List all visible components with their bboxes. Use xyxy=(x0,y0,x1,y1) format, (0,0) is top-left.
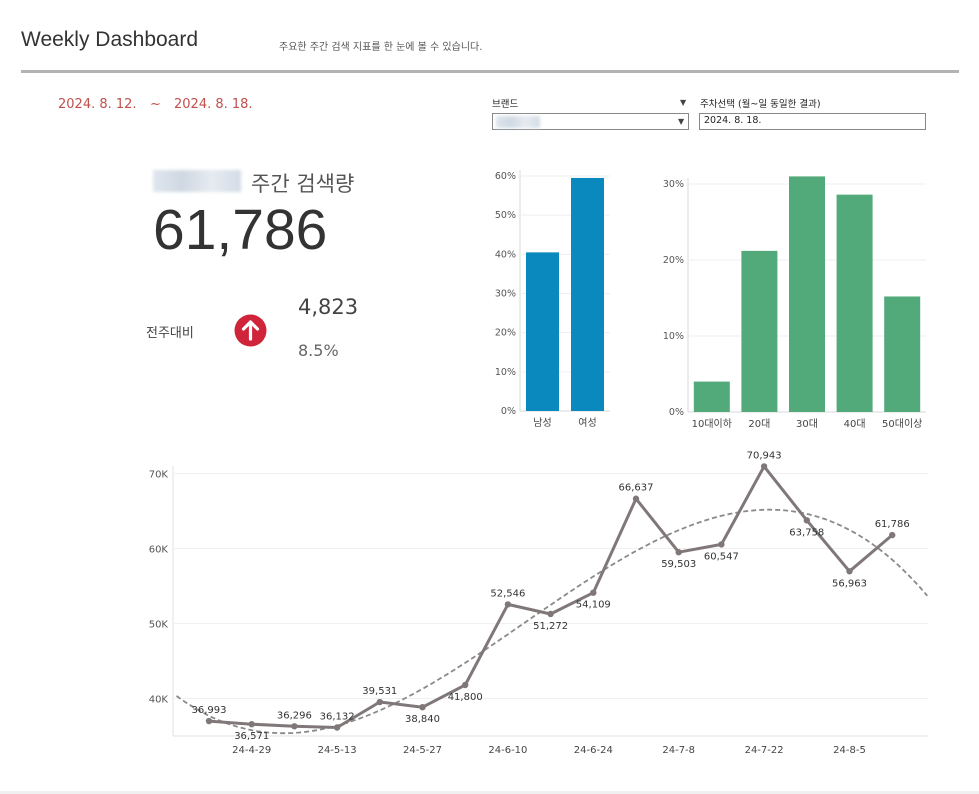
y-tick-label: 40K xyxy=(149,695,169,706)
data-label: 36,296 xyxy=(277,710,312,721)
data-label: 66,637 xyxy=(619,483,654,494)
data-point xyxy=(248,721,255,728)
y-tick-label: 60% xyxy=(495,171,516,182)
gender-bar-chart: 0% 10% 20% 30% 40% 50% 60% 남성 여성 xyxy=(495,170,610,429)
y-tick-label: 10% xyxy=(663,331,684,342)
chevron-down-icon[interactable]: ▼ xyxy=(678,117,685,126)
x-tick-label: 24-5-27 xyxy=(403,745,442,756)
y-tick-label: 50K xyxy=(149,620,169,631)
data-label: 51,272 xyxy=(533,621,568,632)
data-point xyxy=(889,531,896,539)
x-tick-label: 50대이상 xyxy=(882,418,922,430)
page-title: Weekly Dashboard xyxy=(21,28,199,51)
age-bar-chart: 0% 10% 20% 30% 10대이하 20대 30대 40대 50대이상 xyxy=(663,176,926,430)
x-tick-label: 24-5-13 xyxy=(318,745,357,756)
date-separator: ~ xyxy=(150,97,161,112)
data-label: 36,993 xyxy=(192,705,227,716)
kpi-label: 주간 검색량 xyxy=(251,172,355,196)
bar xyxy=(526,252,559,411)
data-point xyxy=(419,704,426,711)
data-point xyxy=(632,495,640,502)
data-point xyxy=(333,724,341,731)
y-tick-label: 60K xyxy=(149,545,169,556)
brand-filter-menu-icon[interactable]: ▼ xyxy=(680,98,687,107)
brand-select[interactable]: ▼ xyxy=(492,113,689,130)
week-select-value: 2024. 8. 18. xyxy=(704,115,762,126)
data-point xyxy=(462,681,469,689)
x-tick-label: 여성 xyxy=(578,417,596,429)
brand-masked-name xyxy=(153,170,241,192)
data-point xyxy=(376,698,383,706)
x-tick-label: 40대 xyxy=(844,418,866,430)
data-label: 39,531 xyxy=(362,686,397,697)
y-tick-label: 70K xyxy=(149,470,169,481)
date-end: 2024. 8. 18. xyxy=(174,97,253,112)
y-tick-label: 50% xyxy=(495,210,516,221)
x-tick-label: 30대 xyxy=(796,418,818,430)
data-label: 59,503 xyxy=(661,559,696,570)
delta-percent: 8.5% xyxy=(298,341,339,360)
data-label: 38,840 xyxy=(405,714,440,725)
brand-masked-value xyxy=(496,116,540,128)
data-label: 52,546 xyxy=(490,588,525,599)
bar xyxy=(789,176,825,412)
data-point xyxy=(504,601,512,608)
x-tick-label: 남성 xyxy=(533,417,551,429)
bar xyxy=(571,177,604,411)
x-tick-label: 24-6-10 xyxy=(488,745,527,756)
y-tick-label: 30% xyxy=(495,289,516,300)
bar xyxy=(693,381,730,412)
bar xyxy=(741,250,778,412)
y-tick-label: 20% xyxy=(495,328,516,339)
delta-absolute: 4,823 xyxy=(298,295,359,319)
arrow-up-icon xyxy=(234,314,267,347)
page-subtitle: 주요한 주간 검색 지표를 한 눈에 볼 수 있습니다. xyxy=(279,42,483,53)
week-select[interactable]: 2024. 8. 18. xyxy=(699,113,926,130)
y-tick-label: 30% xyxy=(663,179,684,190)
data-point xyxy=(590,589,597,596)
wow-label: 전주대비 xyxy=(146,326,194,341)
x-tick-label: 24-7-22 xyxy=(745,745,784,756)
data-point xyxy=(291,723,298,730)
date-start: 2024. 8. 12. xyxy=(58,97,137,112)
x-tick-label: 24-7-8 xyxy=(662,745,695,756)
data-point xyxy=(547,610,554,618)
x-tick-label: 10대이하 xyxy=(692,417,732,430)
y-tick-label: 20% xyxy=(663,255,684,266)
data-label: 60,547 xyxy=(704,551,739,562)
weekly-line-chart: 40K 50K 60K 70K 24-4-29 24-5-13 24-5-27 24-6-10… xyxy=(149,450,928,756)
data-label: 56,963 xyxy=(832,578,867,589)
brand-filter-label: 브랜드 xyxy=(492,99,519,110)
y-tick-label: 0% xyxy=(669,407,684,418)
x-tick-label: 24-6-24 xyxy=(574,745,613,756)
bar xyxy=(884,296,921,412)
data-point xyxy=(718,541,725,548)
data-point xyxy=(675,549,682,556)
data-label: 36,132 xyxy=(320,712,355,723)
y-tick-label: 10% xyxy=(495,367,516,378)
bar xyxy=(836,194,873,412)
x-tick-label: 24-4-29 xyxy=(232,745,271,756)
series-line xyxy=(208,464,894,729)
y-tick-label: 40% xyxy=(495,249,516,260)
data-label: 41,800 xyxy=(448,692,483,703)
data-point xyxy=(846,568,853,575)
data-label: 70,943 xyxy=(747,450,782,461)
data-label: 54,109 xyxy=(576,600,611,611)
week-filter-label: 주차선택 (월~일 동일한 결과) xyxy=(700,99,821,110)
x-tick-label: 24-8-5 xyxy=(833,745,866,756)
data-point xyxy=(760,463,768,470)
y-tick-label: 0% xyxy=(501,406,516,417)
kpi-value: 61,786 xyxy=(153,198,328,262)
data-point xyxy=(205,717,213,725)
data-label: 61,786 xyxy=(875,519,910,530)
data-label: 36,571 xyxy=(234,731,269,742)
footer-divider xyxy=(0,791,979,794)
data-label: 63,758 xyxy=(789,527,824,538)
x-tick-label: 20대 xyxy=(748,418,770,430)
data-point xyxy=(803,517,810,524)
header-divider xyxy=(21,70,959,73)
